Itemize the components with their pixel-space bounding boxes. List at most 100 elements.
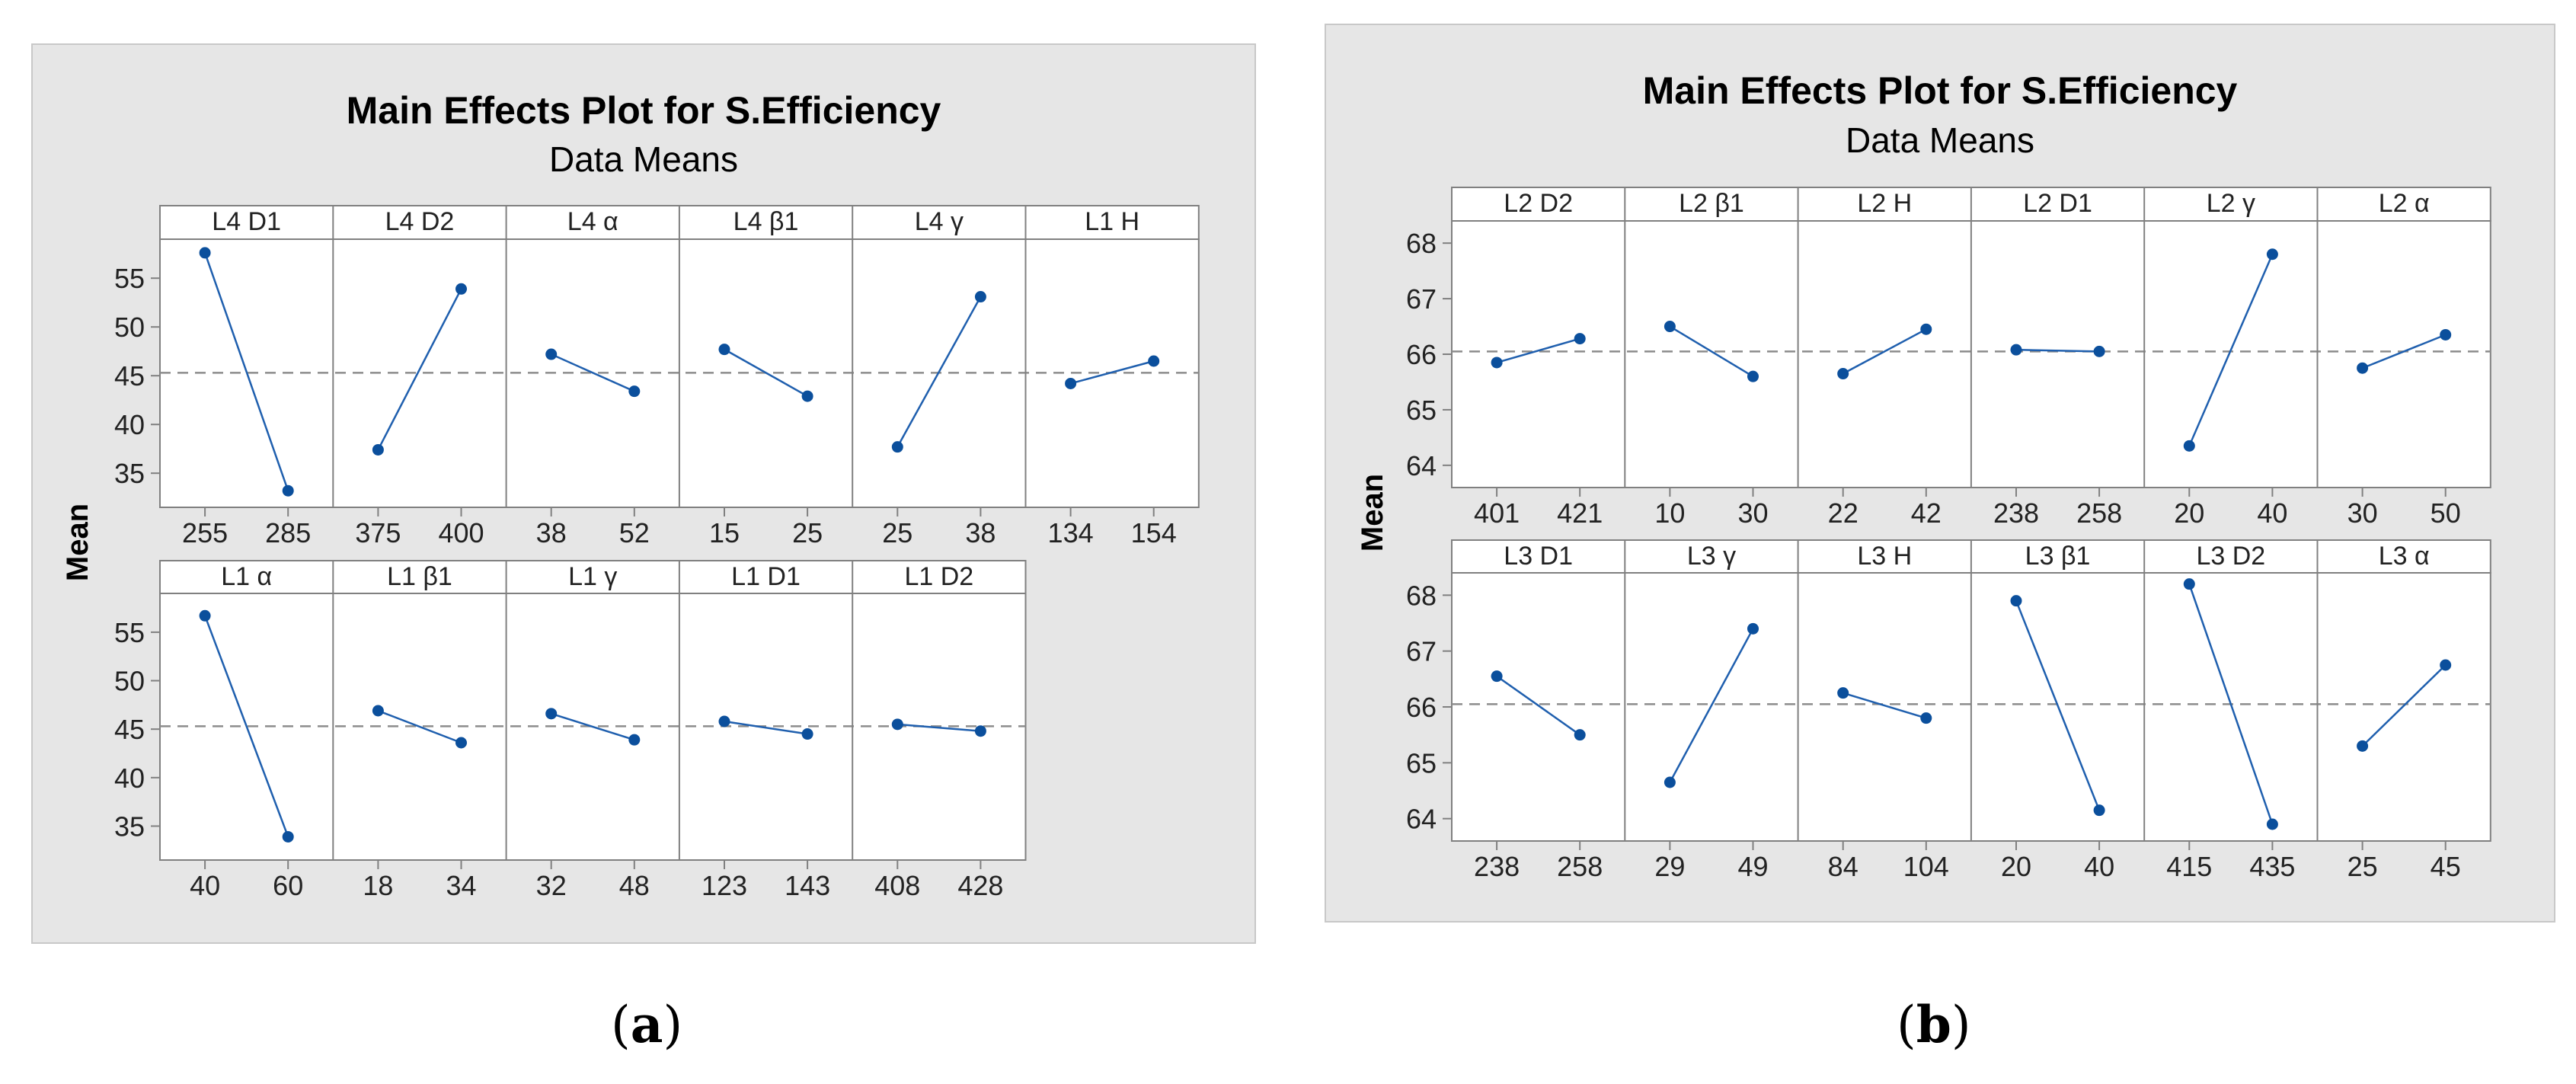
y-tick-label: 65 bbox=[1406, 747, 1437, 779]
series-line bbox=[551, 353, 635, 392]
series-line bbox=[724, 348, 808, 398]
y-tick-label: 40 bbox=[114, 409, 145, 440]
y-tick-label: 40 bbox=[114, 763, 145, 794]
x-tick-label: 15 bbox=[709, 517, 740, 548]
data-point bbox=[801, 728, 813, 740]
series-line bbox=[897, 723, 981, 732]
series-line bbox=[1496, 337, 1580, 364]
facet-label: L3 H bbox=[1857, 542, 1912, 571]
x-tick-label: 154 bbox=[1131, 517, 1177, 548]
data-point bbox=[2010, 595, 2022, 607]
x-tick-label: 22 bbox=[1828, 497, 1858, 529]
caption-b-letter: b bbox=[1916, 995, 1951, 1054]
series-line bbox=[203, 252, 289, 491]
x-tick-label: 38 bbox=[965, 517, 996, 548]
data-point bbox=[1837, 368, 1849, 380]
facet-label: L2 D1 bbox=[2023, 189, 2092, 218]
data-point bbox=[199, 247, 211, 259]
x-tick-label: 255 bbox=[182, 517, 228, 548]
x-tick-label: 25 bbox=[792, 517, 823, 548]
facet-panel: L2 D2 401 421 bbox=[1474, 189, 1603, 529]
facet-panel: L3 α 25 45 bbox=[2316, 540, 2461, 882]
facet-label: L1 D2 bbox=[904, 562, 973, 591]
facet-panel: L4 D2 375 400 bbox=[332, 206, 484, 548]
facet-panel: L3 γ 29 49 bbox=[1624, 540, 1769, 882]
chart-subtitle: Data Means bbox=[549, 139, 738, 179]
facet-panel: L1 γ 32 48 bbox=[505, 561, 650, 901]
data-point bbox=[2266, 818, 2278, 830]
x-tick-label: 415 bbox=[2166, 851, 2212, 882]
data-point bbox=[628, 734, 641, 746]
data-point bbox=[2440, 659, 2452, 671]
y-tick-label: 35 bbox=[114, 458, 145, 489]
y-tick-label: 55 bbox=[114, 263, 145, 294]
y-tick-label: 66 bbox=[1406, 339, 1437, 370]
x-tick-label: 20 bbox=[2001, 851, 2031, 882]
data-point bbox=[1574, 333, 1586, 345]
data-point bbox=[974, 291, 986, 303]
x-tick-label: 40 bbox=[2084, 851, 2114, 882]
data-point bbox=[974, 725, 986, 737]
facet-label: L2 α bbox=[2379, 189, 2430, 218]
facet-row: 35 40 45 50 55 L1 α 40 60 L1 β1 18 34 L1 γ 32 48 L1 D1… bbox=[114, 560, 1027, 901]
x-tick-label: 38 bbox=[536, 517, 567, 548]
series-line bbox=[1843, 692, 1927, 719]
facet-label: L4 D2 bbox=[385, 207, 455, 236]
x-tick-label: 29 bbox=[1654, 851, 1685, 882]
data-point bbox=[455, 737, 468, 749]
facet-panel: L3 D1 238 258 bbox=[1474, 542, 1603, 882]
facet-panel: L1 D1 123 143 bbox=[678, 561, 830, 901]
y-axis-label: Mean bbox=[61, 504, 94, 581]
data-point bbox=[801, 390, 813, 402]
facet-label: L4 β1 bbox=[733, 207, 799, 236]
series-line bbox=[1843, 328, 1927, 375]
y-tick-label: 45 bbox=[114, 360, 145, 392]
facet-panel: L4 α 38 52 bbox=[505, 206, 650, 548]
facet-panel: L2 α 30 50 bbox=[2316, 187, 2461, 529]
caption-b: (b) bbox=[1897, 995, 1971, 1054]
x-tick-label: 48 bbox=[619, 870, 650, 901]
data-point bbox=[2093, 804, 2105, 817]
facet-panel: L4 γ 25 38 bbox=[852, 206, 996, 548]
facet-label: L4 D1 bbox=[212, 207, 281, 236]
data-point bbox=[545, 708, 558, 720]
facet-panel: L1 D2 408 428 bbox=[852, 561, 1003, 901]
facet-label: L3 D1 bbox=[1504, 542, 1573, 571]
series-line bbox=[1669, 628, 1754, 783]
x-tick-label: 40 bbox=[2257, 497, 2287, 529]
y-tick-label: 55 bbox=[114, 617, 145, 648]
y-axis-label: Mean bbox=[1356, 474, 1389, 552]
data-point bbox=[1920, 712, 1932, 724]
y-tick-label: 64 bbox=[1406, 804, 1437, 835]
y-tick-label: 67 bbox=[1406, 636, 1437, 667]
data-point bbox=[891, 718, 903, 731]
data-point bbox=[1065, 377, 1077, 389]
facet-panel: L2 β1 10 30 bbox=[1624, 187, 1769, 529]
y-tick-label: 50 bbox=[114, 312, 145, 343]
facet-panel: L3 D2 415 435 bbox=[2143, 540, 2295, 882]
x-tick-label: 10 bbox=[1654, 497, 1685, 529]
x-tick-label: 238 bbox=[1993, 497, 2039, 529]
data-point bbox=[2010, 344, 2022, 356]
x-tick-label: 42 bbox=[1911, 497, 1942, 529]
facet-label: L2 γ bbox=[2207, 189, 2255, 218]
y-tick-label: 45 bbox=[114, 714, 145, 745]
facet-panel: L2 γ 20 40 bbox=[2143, 187, 2287, 529]
x-tick-label: 52 bbox=[619, 517, 650, 548]
series-line bbox=[724, 720, 808, 735]
series-line bbox=[2362, 334, 2447, 369]
data-point bbox=[282, 484, 294, 497]
facet-panel: L1 H 134 154 bbox=[1024, 206, 1177, 548]
x-tick-label: 428 bbox=[957, 870, 1003, 901]
y-tick-label: 67 bbox=[1406, 283, 1437, 315]
series-line bbox=[377, 709, 462, 744]
x-tick-label: 421 bbox=[1557, 497, 1603, 529]
data-point bbox=[1491, 357, 1503, 369]
facet-label: L1 H bbox=[1085, 207, 1139, 236]
x-tick-label: 25 bbox=[882, 517, 912, 548]
data-point bbox=[2357, 740, 2369, 752]
series-line bbox=[896, 296, 982, 448]
series-line bbox=[2015, 348, 2100, 353]
x-tick-label: 40 bbox=[190, 870, 220, 901]
